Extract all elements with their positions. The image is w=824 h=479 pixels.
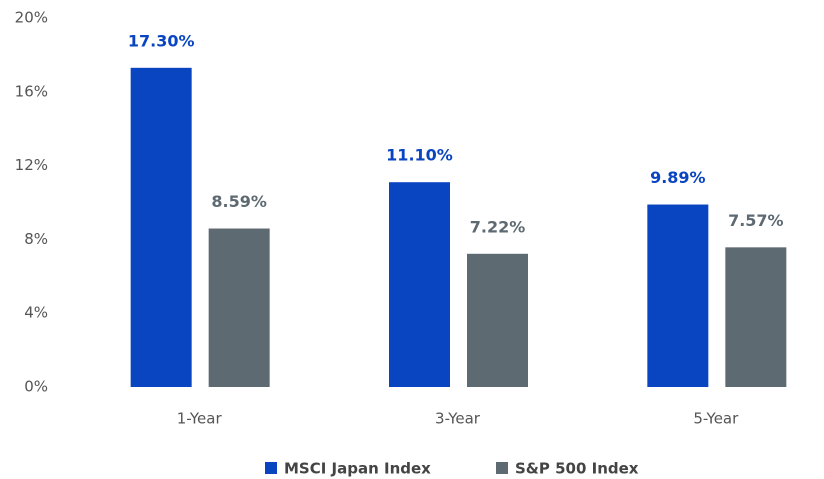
bar [389,182,450,387]
value-label: 11.10% [386,146,453,165]
y-tick-label: 8% [24,230,48,248]
bar [725,247,787,387]
y-tick-label: 0% [24,378,48,396]
value-label: 9.89% [650,168,706,187]
bar [208,228,270,387]
y-tick-label: 16% [15,82,48,100]
legend-swatch [496,462,508,474]
x-tick-label: 5-Year [693,410,739,428]
legend-swatch [265,462,277,474]
legend-label: S&P 500 Index [515,460,639,478]
y-tick-label: 12% [15,156,48,174]
y-tick-label: 4% [24,304,48,322]
bar [647,204,709,387]
bar [467,253,528,387]
value-label: 8.59% [211,192,267,211]
bar [130,67,192,387]
value-label: 7.57% [728,211,784,230]
legend-label: MSCI Japan Index [284,460,431,478]
y-tick-label: 20% [15,9,48,27]
x-tick-label: 1-Year [177,410,223,428]
x-tick-label: 3-Year [435,410,481,428]
value-label: 7.22% [470,217,526,236]
value-label: 17.30% [128,31,195,50]
